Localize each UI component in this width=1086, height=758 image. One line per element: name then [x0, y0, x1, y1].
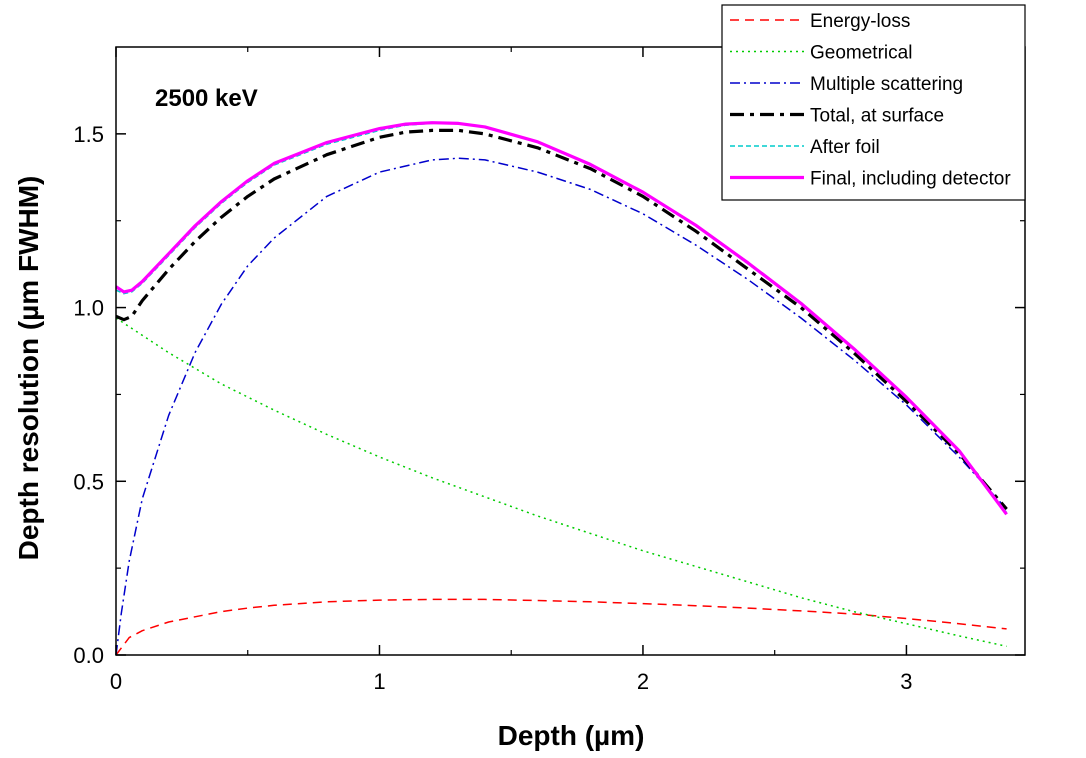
energy-annotation: 2500 keV — [155, 85, 258, 112]
legend-box — [721, 4, 1026, 201]
legend-label-4: Total, at surface — [810, 106, 944, 127]
series-line-6 — [115, 121, 1008, 516]
y-tick-label: 0.0 — [73, 643, 104, 668]
y-tick-label: 1.0 — [73, 296, 104, 321]
series-line-4 — [115, 128, 1008, 511]
x-tick-label: 2 — [637, 669, 649, 694]
series-layer — [115, 121, 1008, 656]
series-line-3 — [115, 157, 1008, 656]
x-tick-label: 1 — [373, 669, 385, 694]
x-tick-label: 3 — [900, 669, 912, 694]
x-axis-title: Depth (µm) — [498, 720, 645, 751]
series-line-1 — [115, 598, 1007, 656]
legend-label-1: Energy-loss — [810, 11, 910, 32]
axis-layer: 0 1 2 3 0.0 0.5 1.0 1.5 — [73, 46, 1026, 694]
x-tick-label: 0 — [110, 669, 122, 694]
legend: Energy-loss Geometrical Multiple scatterin… — [721, 4, 1026, 201]
legend-label-2: Geometrical — [810, 43, 912, 64]
y-axis-title: Depth resolution (µm FWHM) — [13, 176, 44, 561]
plot-frame — [115, 46, 1026, 656]
legend-label-6: Final, including detector — [810, 169, 1011, 190]
y-tick-label: 1.5 — [73, 122, 104, 147]
legend-label-3: Multiple scattering — [810, 74, 963, 95]
y-tick-label: 0.5 — [73, 469, 104, 494]
legend-label-5: After foil — [810, 137, 880, 158]
